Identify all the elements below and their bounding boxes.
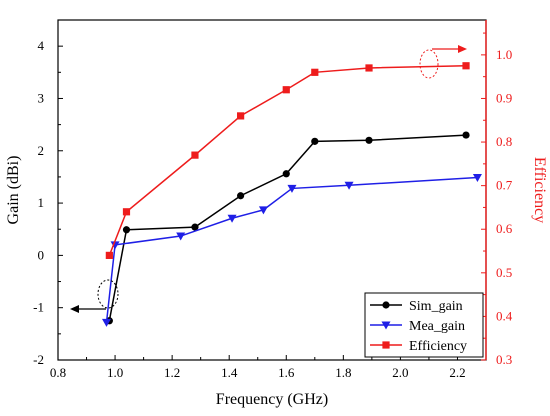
left-axis-title: Gain (dBi) bbox=[5, 156, 22, 225]
right-tick-label: 0.6 bbox=[496, 221, 513, 236]
x-tick-label: 2.2 bbox=[449, 365, 465, 380]
right-axis-title: Efficiency bbox=[531, 157, 548, 223]
right-tick-label: 0.4 bbox=[496, 308, 513, 323]
efficiency-line bbox=[108, 65, 467, 256]
sim-gain-point bbox=[282, 170, 290, 178]
right-tick-label: 0.9 bbox=[496, 90, 512, 105]
sim-gain-point bbox=[237, 192, 245, 200]
left-axis-indicator bbox=[70, 279, 119, 313]
x-tick-label: 2.0 bbox=[392, 365, 408, 380]
efficiency-point bbox=[462, 62, 470, 70]
legend-mea-gain-marker bbox=[381, 321, 391, 330]
x-tick-label: 0.8 bbox=[50, 365, 66, 380]
right-annotation-ellipse bbox=[419, 49, 439, 79]
sim-gain-point bbox=[365, 136, 373, 144]
x-tick-label: 1.0 bbox=[107, 365, 123, 380]
mea-gain-point bbox=[176, 232, 186, 241]
left-tick-label: 2 bbox=[38, 143, 45, 158]
efficiency-point bbox=[282, 86, 290, 94]
sim-gain-point bbox=[191, 223, 199, 231]
left-tick-label: 1 bbox=[38, 195, 45, 210]
efficiency-point bbox=[365, 64, 373, 72]
mea-gain-point bbox=[287, 184, 297, 193]
right-tick-label: 0.3 bbox=[496, 352, 512, 367]
left-tick-label: -2 bbox=[33, 352, 44, 367]
right-axis-ticks: 0.3 0.4 0.5 0.6 0.7 0.8 0.9 1.0 bbox=[481, 32, 513, 367]
right-arrow-head bbox=[458, 45, 467, 53]
left-annotation-ellipse bbox=[97, 279, 119, 309]
efficiency-point bbox=[105, 251, 113, 259]
x-tick-label: 1.6 bbox=[278, 365, 295, 380]
sim-gain-point bbox=[462, 131, 470, 139]
mea-gain-line bbox=[105, 176, 478, 323]
x-tick-label: 1.2 bbox=[164, 365, 180, 380]
x-axis-ticks: 0.8 1.0 1.2 1.4 1.6 1.8 2.0 2.2 bbox=[50, 355, 466, 380]
efficiency-point bbox=[122, 208, 131, 216]
mea-gain-point bbox=[472, 173, 482, 182]
sim-gain-point bbox=[122, 226, 131, 234]
efficiency-point bbox=[237, 112, 245, 120]
right-axis-indicator bbox=[419, 45, 467, 79]
legend-sim-gain-label: Sim_gain bbox=[409, 299, 463, 314]
efficiency-point bbox=[311, 68, 319, 76]
mea-gain-point bbox=[227, 214, 237, 223]
legend: Sim_gain Mea_gain Efficiency bbox=[364, 292, 484, 358]
efficiency-point bbox=[191, 151, 199, 159]
left-arrow-head bbox=[70, 305, 79, 313]
sim-gain-line bbox=[108, 134, 467, 321]
x-tick-label: 1.4 bbox=[221, 365, 238, 380]
mea-gain-point bbox=[110, 241, 120, 250]
sim-gain-point bbox=[311, 137, 319, 145]
right-tick-label: 0.8 bbox=[496, 134, 512, 149]
left-tick-label: -1 bbox=[33, 300, 44, 315]
right-tick-label: 0.7 bbox=[496, 178, 513, 193]
legend-sim-gain-marker bbox=[382, 301, 390, 309]
mea-gain-point bbox=[258, 206, 268, 215]
x-tick-label: 1.8 bbox=[335, 365, 351, 380]
series-layer bbox=[102, 62, 482, 327]
right-tick-label: 1.0 bbox=[496, 47, 512, 62]
left-tick-label: 0 bbox=[38, 247, 45, 262]
legend-efficiency-label: Efficiency bbox=[409, 339, 467, 354]
mea-gain-point bbox=[344, 181, 354, 190]
x-axis-title: Frequency (GHz) bbox=[216, 391, 328, 408]
legend-mea-gain-label: Mea_gain bbox=[409, 319, 465, 334]
left-axis-ticks: -2 -1 0 1 2 3 4 bbox=[33, 38, 63, 367]
mea-gain-point bbox=[102, 318, 112, 327]
left-tick-label: 3 bbox=[38, 90, 45, 105]
legend-efficiency-marker bbox=[382, 341, 390, 349]
left-tick-label: 4 bbox=[38, 38, 45, 53]
right-tick-label: 0.5 bbox=[496, 265, 512, 280]
